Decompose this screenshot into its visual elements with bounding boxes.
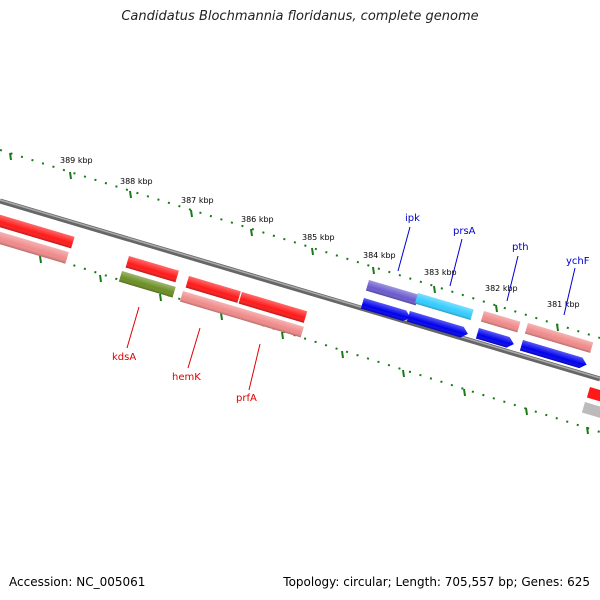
ruler-label: 389 kbp [60,156,93,165]
map-title: Candidatus Blochmannia floridanus, compl… [121,9,479,24]
ruler-label: 388 kbp [120,177,153,186]
ruler-label: 382 kbp [485,284,518,293]
accession-text: Accession: NC_005061 [9,575,146,589]
gene-feature [238,292,308,323]
gene-label-pth: pth [512,242,529,253]
gene-feature [0,230,69,264]
gene-feature-kdsA [118,271,176,298]
gene-labels: kdsA hemK prfA ipk prsA pth ychF [112,213,590,404]
ruler-label: 383 kbp [424,268,457,277]
gene-feature [475,328,514,348]
gene-feature [581,402,600,420]
gene-feature-ipk [365,280,419,306]
ruler-label: 387 kbp [181,196,214,205]
genome-stats-text: Topology: circular; Length: 705,557 bp; … [283,575,590,589]
gene-feature [519,340,587,369]
inner-major-ticks [39,255,589,435]
gene-feature [0,213,75,249]
gene-callouts [126,226,576,391]
gene-label-ipk: ipk [405,213,420,224]
gene-feature [406,311,468,338]
gene-feature [185,276,241,303]
ruler-labels: 389 kbp 388 kbp 387 kbp 386 kbp 385 kbp … [60,156,580,309]
gene-feature [125,255,179,283]
gene-feature [360,298,411,322]
gene-label-hemK: hemK [172,372,201,383]
ruler-label: 381 kbp [547,300,580,309]
gene-label-prsA: prsA [453,226,476,237]
gene-feature-prsA [414,293,474,321]
gene-feature-ychF [524,323,594,353]
gene-feature-hemK [179,291,304,338]
gene-label-ychF: ychF [566,256,590,267]
ruler-label: 386 kbp [241,215,274,224]
reverse-genes [0,230,600,420]
ruler-label: 384 kbp [363,251,396,260]
gene-feature [586,387,600,404]
ruler-label: 385 kbp [302,233,335,242]
ruler-major-ticks [9,152,559,332]
gene-label-prfA: prfA [236,393,257,404]
gene-label-kdsA: kdsA [112,352,136,363]
genome-backbone [0,198,600,382]
gene-feature-pth [480,311,521,333]
forward-genes [0,213,600,404]
